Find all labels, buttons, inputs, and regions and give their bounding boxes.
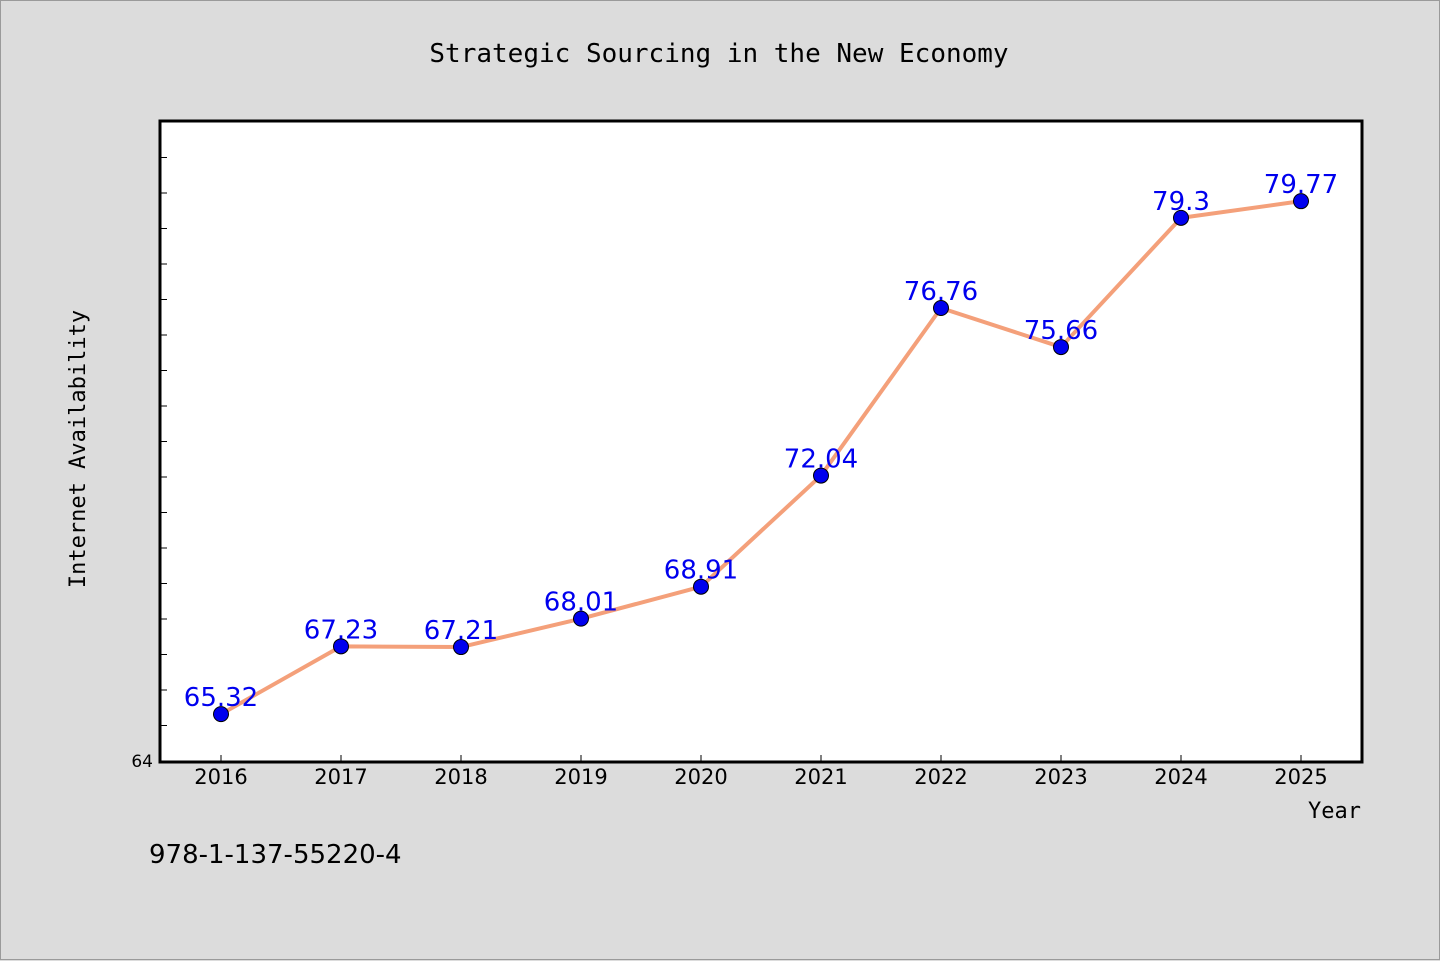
data-labels: 65.32 67.23 67.21 68.01 68.91 72.04 76.76 75.66… (184, 170, 1338, 713)
y-axis-label: Internet Availability (66, 310, 91, 588)
x-tick-label: 2018 (434, 765, 487, 789)
chart-title: Strategic Sourcing in the New Economy (429, 39, 1008, 69)
x-axis-label: Year (1308, 799, 1361, 824)
data-point-marker (1173, 209, 1189, 226)
data-point-marker (573, 610, 589, 627)
data-label: 75.66 (1024, 316, 1098, 346)
data-point-marker (813, 467, 829, 484)
data-label: 67.21 (424, 616, 498, 646)
x-tick-label: 2022 (914, 765, 967, 789)
x-tick-label: 2023 (1034, 765, 1087, 789)
x-tick-label: 2017 (314, 765, 367, 789)
data-point-marker (453, 639, 469, 656)
plot-area (160, 121, 1362, 762)
data-point-marker (333, 638, 349, 655)
data-point-marker (1053, 339, 1069, 356)
data-label: 79.77 (1264, 170, 1338, 200)
x-tick-label: 2016 (194, 765, 247, 789)
data-label: 68.91 (664, 556, 738, 586)
data-label: 67.23 (304, 615, 378, 645)
x-tick-label: 2020 (674, 765, 727, 789)
x-axis-ticks: 2016 2017 2018 2019 2020 2021 2022 2023 2024 2025 (194, 755, 1328, 789)
data-label: 68.01 (544, 588, 618, 618)
data-point-marker (1293, 193, 1309, 210)
data-label: 76.76 (904, 277, 978, 307)
y-tick-label: 64 (131, 752, 153, 772)
data-label: 65.32 (184, 683, 258, 713)
data-point-marker (693, 578, 709, 595)
x-tick-label: 2019 (554, 765, 607, 789)
x-tick-label: 2021 (794, 765, 847, 789)
data-markers (213, 193, 1309, 723)
x-tick-label: 2025 (1274, 765, 1327, 789)
data-label: 72.04 (784, 445, 858, 475)
x-tick-label: 2024 (1154, 765, 1207, 789)
data-label: 79.3 (1152, 187, 1210, 217)
plot-border (158, 119, 1364, 764)
data-point-marker (213, 706, 229, 723)
footnote-isbn: 978-1-137-55220-4 (149, 840, 402, 870)
data-point-marker (933, 300, 949, 317)
series-line (220, 199, 1302, 716)
y-axis-ticks: 64 (131, 157, 167, 772)
